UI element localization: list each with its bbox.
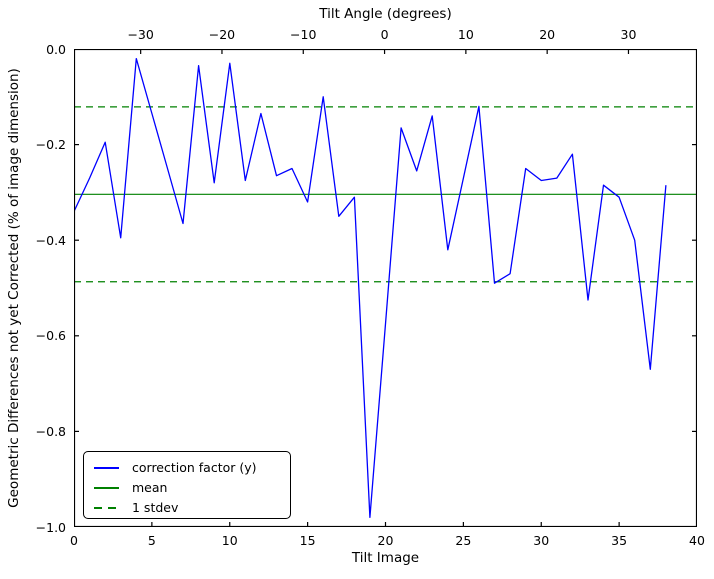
tick-label: 30 <box>533 533 550 548</box>
tick-label: −0.4 <box>35 232 66 248</box>
tick-label: 20 <box>539 27 556 42</box>
top-axis-title: Tilt Angle (degrees) <box>319 6 452 22</box>
plot-svg <box>74 49 697 527</box>
legend: correction factor (y) mean 1 stdev <box>83 451 291 519</box>
tick-label: 30 <box>620 27 637 42</box>
legend-label: mean <box>132 480 168 495</box>
plot-border <box>74 49 697 527</box>
legend-label: 1 stdev <box>132 500 179 515</box>
y-axis-title: Geometric Differences not yet Corrected … <box>6 68 22 508</box>
tick-label: 10 <box>221 533 238 548</box>
tick-label: −1.0 <box>35 519 66 535</box>
tick-label: −0.8 <box>35 423 66 439</box>
tick-label: 35 <box>611 533 628 548</box>
legend-entry: correction factor (y) <box>94 458 290 478</box>
tick-label: −0.2 <box>35 137 66 153</box>
legend-line-sample-correction-factor <box>94 467 119 469</box>
tick-label: 0.0 <box>46 41 66 57</box>
legend-label: correction factor (y) <box>132 460 257 475</box>
tick-label: 10 <box>457 27 474 42</box>
tick-label: 20 <box>377 533 394 548</box>
legend-line-sample-stdev <box>94 507 119 509</box>
plot-area <box>74 49 697 527</box>
x-axis-title: Tilt Image <box>351 550 420 566</box>
legend-line-sample-mean <box>94 487 119 489</box>
tick-label: 25 <box>455 533 472 548</box>
tick-label: 0 <box>380 27 389 42</box>
tick-label: −10 <box>290 27 317 42</box>
tick-label: −0.6 <box>35 328 66 344</box>
legend-entry: 1 stdev <box>94 498 290 518</box>
tick-label: −20 <box>208 27 236 42</box>
tick-label: 0 <box>70 533 78 548</box>
legend-entry: mean <box>94 478 290 498</box>
correction-factor-line <box>74 57 667 519</box>
tick-label: 40 <box>689 533 705 548</box>
tick-label: 5 <box>147 533 156 548</box>
tick-label: 15 <box>299 533 316 548</box>
tick-label: −30 <box>127 27 154 42</box>
